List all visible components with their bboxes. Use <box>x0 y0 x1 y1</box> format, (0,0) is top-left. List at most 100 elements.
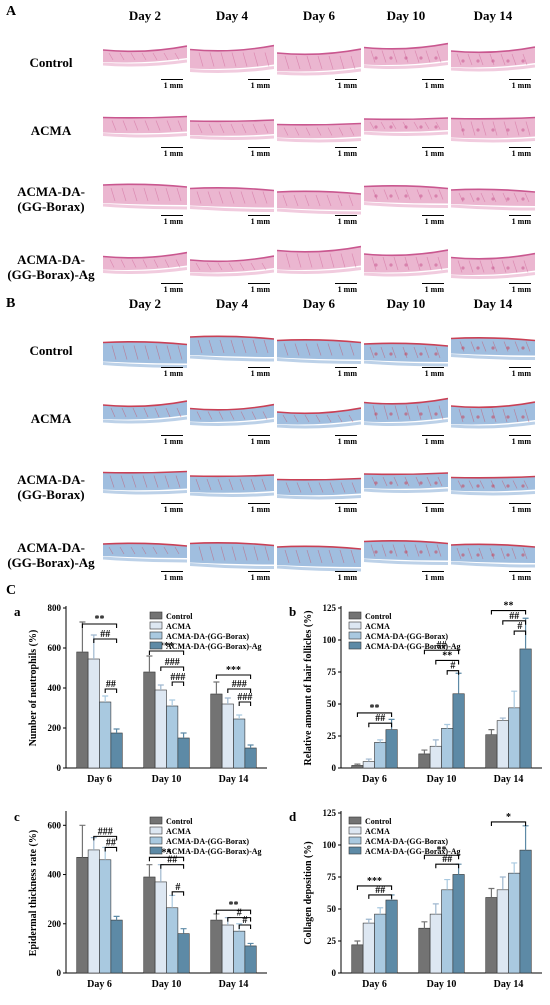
he-day-label: Day 10 <box>386 8 426 23</box>
significance-bracket <box>446 670 460 675</box>
scale-bar-label: 1 mm <box>424 437 444 446</box>
group-label-line: ACMA <box>30 411 72 426</box>
bar <box>87 658 100 769</box>
scale-bar-line <box>422 78 444 80</box>
bar <box>485 734 498 769</box>
masson-micrograph: 1 mm <box>103 454 187 518</box>
scale-bar-label: 1 mm <box>163 149 183 158</box>
significance-label: ** <box>229 900 239 911</box>
legend-swatch <box>149 611 163 620</box>
he-micrograph: 1 mm <box>364 234 448 298</box>
scale-bar-line <box>248 214 270 216</box>
scale-bar-label: 1 mm <box>424 81 444 90</box>
scale-bar-line <box>161 282 183 284</box>
scale-bar-label: 1 mm <box>163 437 183 446</box>
error-bar <box>511 862 518 874</box>
masson-group-label: Control <box>0 343 106 358</box>
bar <box>362 922 375 974</box>
masson-day-label: Day 14 <box>473 296 513 311</box>
scale-bar: 1 mm <box>248 78 270 90</box>
y-axis-label: Number of neutrophils (%) <box>28 630 39 747</box>
significance-label: # <box>242 915 247 926</box>
masson-micrograph: 1 mm <box>277 386 361 450</box>
significance-bracket <box>160 666 185 671</box>
significance-label: ** <box>162 847 172 858</box>
masson-micrograph: 1 mm <box>190 454 274 518</box>
masson-group-label: ACMA-DA- (GG-Borax) <box>0 472 106 502</box>
y-tick-label: 600 <box>48 820 62 830</box>
scale-bar: 1 mm <box>422 214 444 226</box>
masson-micrograph: 1 mm <box>190 522 274 586</box>
error-bar <box>157 684 164 690</box>
legend-label: ACMA <box>166 827 191 836</box>
error-bar <box>444 878 451 890</box>
scale-bar-line <box>248 146 270 148</box>
scale-bar-label: 1 mm <box>163 369 183 378</box>
bar <box>452 693 465 769</box>
bar <box>508 872 521 974</box>
legend-label: Control <box>365 817 392 826</box>
x-tick-label: Day 14 <box>219 979 249 990</box>
chart-svg: b 0 25 50 75 100 125 Relative amount of hair fo… <box>289 601 542 785</box>
error-bar <box>444 723 451 729</box>
he-micrograph: 1 mm <box>277 98 361 162</box>
scale-bar: 1 mm <box>335 78 357 90</box>
significance-bracket <box>160 864 185 869</box>
y-tick-label: 125 <box>323 808 337 818</box>
y-tick-label: 75 <box>327 872 337 882</box>
he-micrograph: 1 mm <box>364 98 448 162</box>
scale-bar-line <box>422 434 444 436</box>
error-bar <box>247 942 254 946</box>
chart-svg: c 0 200 400 600 Epidermal thickness rate (%) D… <box>14 809 267 990</box>
bar <box>429 913 442 974</box>
scale-bar: 1 mm <box>161 78 183 90</box>
he-micrograph: 1 mm <box>190 30 274 94</box>
significance-bracket <box>356 885 393 890</box>
scale-bar-label: 1 mm <box>163 285 183 294</box>
scale-bar-line <box>509 78 531 80</box>
significance-bracket <box>104 846 118 852</box>
legend-label: ACMA-DA-(GG-Borax)-Ag <box>166 847 262 856</box>
he-day-label: Day 4 <box>215 8 249 23</box>
significance-label: ### <box>165 657 180 668</box>
scale-bar: 1 mm <box>509 78 531 90</box>
bar <box>441 728 454 769</box>
significance-label: ## <box>375 885 385 896</box>
significance-label: # <box>517 621 522 632</box>
significance-bracket <box>238 924 252 929</box>
scale-bar-line <box>422 502 444 504</box>
masson-day-label: Day 4 <box>215 296 249 311</box>
significance-bracket <box>490 821 527 826</box>
scale-bar: 1 mm <box>335 434 357 446</box>
scale-bar-label: 1 mm <box>250 149 270 158</box>
chart-svg: a 0 200 400 600 800 Number of neutrophils (%) D… <box>14 603 267 785</box>
subpanel-letter: b <box>289 604 296 619</box>
bar <box>496 889 509 974</box>
error-bar <box>236 714 243 719</box>
scale-bar-line <box>422 282 444 284</box>
scale-bar: 1 mm <box>335 146 357 158</box>
masson-micrograph: 1 mm <box>190 386 274 450</box>
x-tick-label: Day 10 <box>427 979 457 990</box>
bar <box>385 899 398 974</box>
group-label-line: ACMA-DA- <box>17 252 85 267</box>
masson-micrograph: 1 mm <box>364 454 448 518</box>
bar <box>143 671 156 769</box>
bar <box>177 933 190 974</box>
scale-bar: 1 mm <box>335 282 357 294</box>
scale-bar-line <box>161 570 183 572</box>
x-tick-label: Day 10 <box>427 774 457 785</box>
he-micrograph: 1 mm <box>103 98 187 162</box>
panel-c-letter: C <box>6 583 17 598</box>
scale-bar: 1 mm <box>248 434 270 446</box>
y-tick-label: 200 <box>48 919 62 929</box>
legend-swatch <box>149 846 163 855</box>
group-label-line: ACMA-DA- <box>17 540 85 555</box>
scale-bar-label: 1 mm <box>337 81 357 90</box>
significance-label: *** <box>226 665 241 676</box>
legend-label: ACMA-DA-(GG-Borax)-Ag <box>365 642 461 651</box>
he-micrograph: 1 mm <box>103 30 187 94</box>
scale-bar-label: 1 mm <box>250 217 270 226</box>
masson-micrograph: 1 mm <box>451 318 535 382</box>
scale-bar-line <box>509 282 531 284</box>
